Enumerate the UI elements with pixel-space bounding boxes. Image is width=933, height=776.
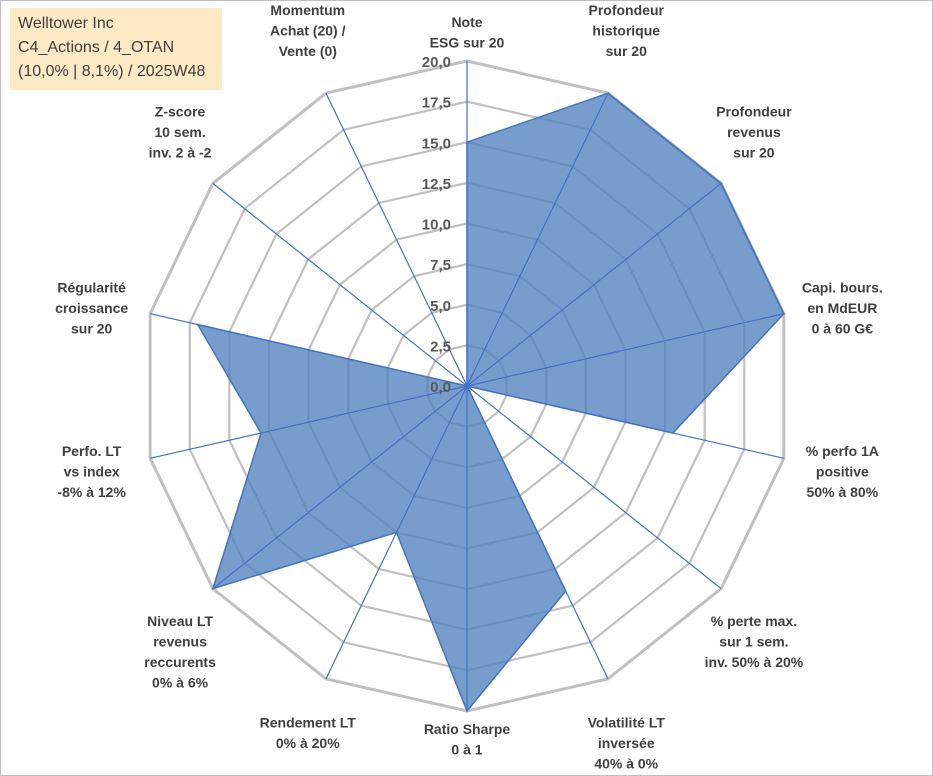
axis-label-7: Volatilité LT inversée 40% à 0% [588,715,666,772]
data-point-12 [196,323,199,326]
tick-label: 15,0 [422,135,451,152]
tick-label: 17,5 [422,95,451,112]
data-point-8 [466,710,468,712]
axis-spoke-4 [466,313,784,387]
tick-label: 20,0 [422,54,451,71]
axis-label-line: 40% à 0% [594,756,658,772]
axis-label-line: Note [451,14,482,30]
title-line-2: C4_Actions / 4_OTAN [18,39,175,56]
axis-label-line: Profondeur [589,2,665,18]
title-line-1: Welltower Inc [18,15,114,32]
axis-label-line: positive [816,463,869,479]
axis-label-line: revenus [727,124,781,140]
axis-label-10: Niveau LT revenus reccurents 0% à 6% [144,613,216,691]
axis-label-9: Rendement LT 0% à 20% [260,715,357,752]
axis-label-line: inv. 50% à 20% [705,654,804,670]
axis-spoke-14 [325,92,468,387]
axis-label-3: Profondeur revenus sur 20 [716,104,792,161]
axis-label-line: 0 à 60 G€ [812,321,874,337]
axis-spoke-3 [466,182,722,387]
title-line-3: (10,0% | 8,1%) / 2025W48 [18,63,206,80]
axis-label-line: ESG sur 20 [430,35,505,51]
axis-label-line: % perfo 1A [806,443,879,459]
axis-label-line: -8% à 12% [57,484,126,500]
data-point-10 [212,587,214,590]
axis-label-14: Momentum Achat (20) / Vente (0) [270,2,346,59]
axis-label-11: Perfo. LT vs index -8% à 12% [57,443,126,500]
data-point-11 [260,432,262,434]
axis-label-line: Profondeur [716,104,792,120]
tick-label: 7,5 [430,257,451,274]
axis-label-line: Capi. bours. [802,280,883,296]
axis-label-line: reccurents [144,654,216,670]
axis-label-line: Niveau LT [147,613,213,629]
tick-label: 10,0 [422,217,451,234]
tick-label: 12,5 [422,176,451,193]
tick-label: 0,0 [430,379,451,396]
data-point-2 [607,92,609,94]
axis-label-line: en MdEUR [807,300,877,316]
axis-label-line: sur 20 [733,145,774,161]
axis-spoke-13 [212,182,468,387]
axis-label-line: 0% à 6% [152,674,209,690]
axis-spoke-7 [466,385,609,680]
axis-label-line: % perte max. [711,613,797,629]
axis-spoke-11 [150,385,468,459]
data-point-14 [466,385,468,387]
axis-label-line: sur 20 [71,321,112,337]
axis-label-line: Z-score [155,104,206,120]
tick-label: 5,0 [430,298,451,315]
axis-label-4: Capi. bours. en MdEUR 0 à 60 G€ [802,280,883,337]
axis-label-line: 10 sem. [154,124,205,140]
data-point-9 [395,531,398,534]
axis-label-line: inversée [598,735,655,751]
axis-label-6: % perte max. sur 1 sem. inv. 50% à 20% [705,613,804,670]
axis-spoke-10 [212,385,468,590]
axis-label-line: inv. 2 à -2 [149,145,212,161]
data-point-1 [466,141,468,144]
axis-spoke-5 [466,385,784,459]
data-area [196,92,785,713]
axis-label-line: croissance [55,300,128,316]
axis-label-2: Profondeur historique sur 20 [589,2,665,59]
axis-label-line: sur 1 sem. [719,633,788,649]
axis-label-line: 0% à 20% [276,735,340,751]
axis-label-13: Z-score 10 sem. inv. 2 à -2 [149,104,212,161]
axis-label-12: Régularité croissance sur 20 [55,280,128,337]
axis-label-line: Rendement LT [260,715,357,731]
axis-spoke-6 [466,385,722,590]
tick-label: 2,5 [430,338,451,355]
data-point-3 [720,182,722,185]
data-point-5 [672,432,674,434]
axis-label-line: Régularité [57,280,126,296]
data-point-7 [564,590,567,592]
axis-label-line: 50% à 80% [807,484,879,500]
data-point-4 [783,312,785,315]
axis-spoke-12 [150,313,468,387]
axis-label-line: revenus [153,633,207,649]
axis-label-8: Ratio Sharpe 0 à 1 [424,721,511,758]
axis-label-5: % perfo 1A positive 50% à 80% [806,443,879,500]
axis-label-line: Ratio Sharpe [424,721,511,737]
axis-label-line: Volatilité LT [588,715,666,731]
axis-label-line: 0 à 1 [451,742,482,758]
axis-label-line: vs index [64,463,120,479]
axis-label-line: historique [592,22,660,38]
axis-label-line: Achat (20) / [270,22,346,38]
chart-title-box: Welltower Inc C4_Actions / 4_OTAN (10,0%… [10,8,222,90]
axis-spoke-2 [466,92,609,387]
axis-label-1: Note ESG sur 20 [430,14,505,51]
axis-label-line: sur 20 [606,43,647,59]
axis-label-line: Vente (0) [279,43,337,59]
axis-label-line: Perfo. LT [62,443,122,459]
axis-label-line: Momentum [270,2,345,18]
